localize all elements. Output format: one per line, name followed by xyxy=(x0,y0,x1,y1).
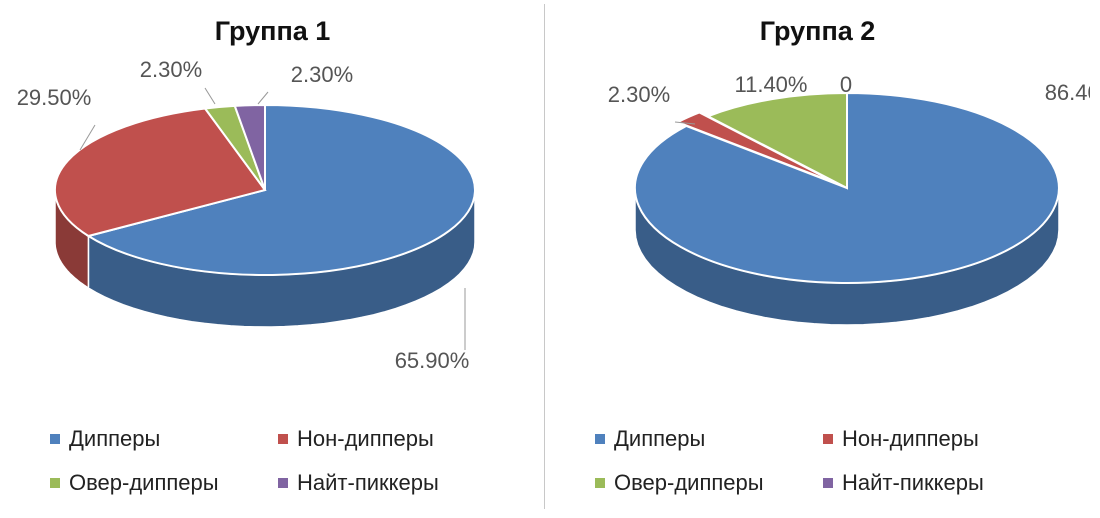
pie-chart-group-1: 65.90% 29.50% 2.30% 2.30% xyxy=(17,57,476,373)
data-label-over-dippers: 11.40% xyxy=(735,72,808,97)
panel-divider xyxy=(544,4,545,509)
pie-slice-over-dippers xyxy=(705,91,848,190)
legend-label: Нон-дипперы xyxy=(842,426,979,451)
legend-swatch xyxy=(595,478,605,488)
legend-item-dippers: Дипперы xyxy=(50,426,278,452)
legend-item-over-dippers: Овер-дипперы xyxy=(50,470,278,496)
data-label-dippers: 65.90% xyxy=(395,348,470,373)
leader-line xyxy=(204,87,216,105)
legend: Дипперы Нон-дипперы Овер-дипперы Найт-пи… xyxy=(50,426,530,496)
leader-line xyxy=(257,91,269,105)
legend-item-dippers: Дипперы xyxy=(595,426,823,452)
data-label-non-dippers: 29.50% xyxy=(17,85,92,110)
legend-label: Нон-дипперы xyxy=(297,426,434,451)
legend-swatch xyxy=(50,478,60,488)
pie-slice-non-dippers xyxy=(53,107,267,238)
pie-slice-night-peakers xyxy=(233,103,266,191)
legend: Дипперы Нон-дипперы Овер-дипперы Найт-пи… xyxy=(595,426,1075,496)
pie-chart-group-2: 86.40% 2.30% 11.40% 0 xyxy=(608,72,1090,326)
data-label-dippers: 86.40% xyxy=(1045,80,1090,105)
data-label-over-dippers: 2.30% xyxy=(140,57,202,82)
leader-line xyxy=(79,124,96,151)
legend-swatch xyxy=(278,478,288,488)
legend-label: Дипперы xyxy=(614,426,706,451)
legend-label: Овер-дипперы xyxy=(614,470,764,495)
chart-panel-group-2: Группа 2 86.40% 2.30% 11.40% 0 Дипперы Нон-… xyxy=(545,0,1090,518)
chart-title: Группа 1 xyxy=(214,16,331,46)
data-labels: 65.90% 29.50% 2.30% 2.30% xyxy=(17,57,470,373)
legend-item-night-peakers: Найт-пиккеры xyxy=(278,470,506,496)
legend-swatch xyxy=(50,434,60,444)
legend-label: Найт-пиккеры xyxy=(842,470,984,495)
pie-slice-dippers xyxy=(85,103,476,276)
legend-swatch xyxy=(823,478,833,488)
leader-line xyxy=(674,121,696,125)
legend-item-night-peakers: Найт-пиккеры xyxy=(823,470,1051,496)
data-labels: 86.40% 2.30% 11.40% 0 xyxy=(608,72,1090,125)
pie-tops xyxy=(633,91,1060,284)
legend-label: Дипперы xyxy=(69,426,161,451)
legend-swatch xyxy=(823,434,833,444)
chart-title: Группа 2 xyxy=(759,16,876,46)
legend-item-non-dippers: Нон-дипперы xyxy=(278,426,506,452)
pie-tops xyxy=(53,103,476,276)
data-label-non-dippers: 2.30% xyxy=(608,82,670,107)
legend-label: Овер-дипперы xyxy=(69,470,219,495)
data-label-night-peakers: 2.30% xyxy=(291,62,353,87)
chart-panel-group-1: Группа 1 65.90% 29.50% 2.30% 2.30% Дипперы … xyxy=(0,0,545,518)
data-label-night-peakers: 0 xyxy=(840,72,852,97)
legend-swatch xyxy=(278,434,288,444)
legend-label: Найт-пиккеры xyxy=(297,470,439,495)
legend-item-over-dippers: Овер-дипперы xyxy=(595,470,823,496)
legend-item-non-dippers: Нон-дипперы xyxy=(823,426,1051,452)
legend-swatch xyxy=(595,434,605,444)
